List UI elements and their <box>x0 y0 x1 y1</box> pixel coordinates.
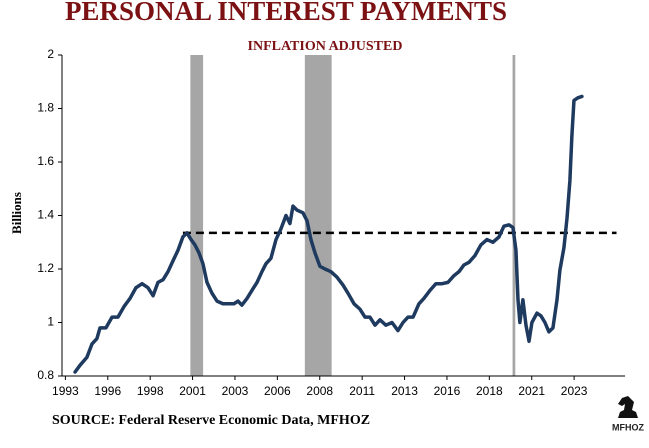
x-tick-label: 1998 <box>137 384 164 398</box>
x-tick-label: 2021 <box>518 384 545 398</box>
x-tick-label: 2008 <box>306 384 333 398</box>
x-tick-label: 2006 <box>264 384 291 398</box>
x-tick-label: 1996 <box>94 384 121 398</box>
y-tick-label: 1.6 <box>37 154 54 168</box>
recession-band <box>512 55 516 376</box>
x-tick-label: 2018 <box>476 384 503 398</box>
logo-icon <box>618 396 638 418</box>
logo-text: MFHOZ <box>612 422 644 432</box>
data-line <box>73 94 584 374</box>
x-tick-label: 1993 <box>52 384 79 398</box>
x-tick-label: 2001 <box>179 384 206 398</box>
y-tick-label: 1 <box>47 315 54 329</box>
x-tick-label: 2003 <box>222 384 249 398</box>
x-tick-label: 2011 <box>349 384 375 398</box>
x-tick-label: 2016 <box>434 384 461 398</box>
y-tick-label: 2 <box>47 47 54 61</box>
recession-band <box>190 55 204 376</box>
y-axis-label: Billions <box>9 192 24 234</box>
x-tick-label: 2023 <box>561 384 588 398</box>
recession-band <box>304 55 332 376</box>
chart-subtitle: INFLATION ADJUSTED <box>248 39 403 54</box>
y-tick-label: 1.2 <box>37 261 54 275</box>
chart-title: PERSONAL INTEREST PAYMENTS <box>65 0 507 26</box>
source-note: SOURCE: Federal Reserve Economic Data, M… <box>52 413 370 428</box>
y-tick-label: 1.8 <box>37 101 54 115</box>
y-tick-label: 0.8 <box>37 368 54 382</box>
x-tick-label: 2013 <box>391 384 418 398</box>
y-tick-label: 1.4 <box>37 208 54 222</box>
